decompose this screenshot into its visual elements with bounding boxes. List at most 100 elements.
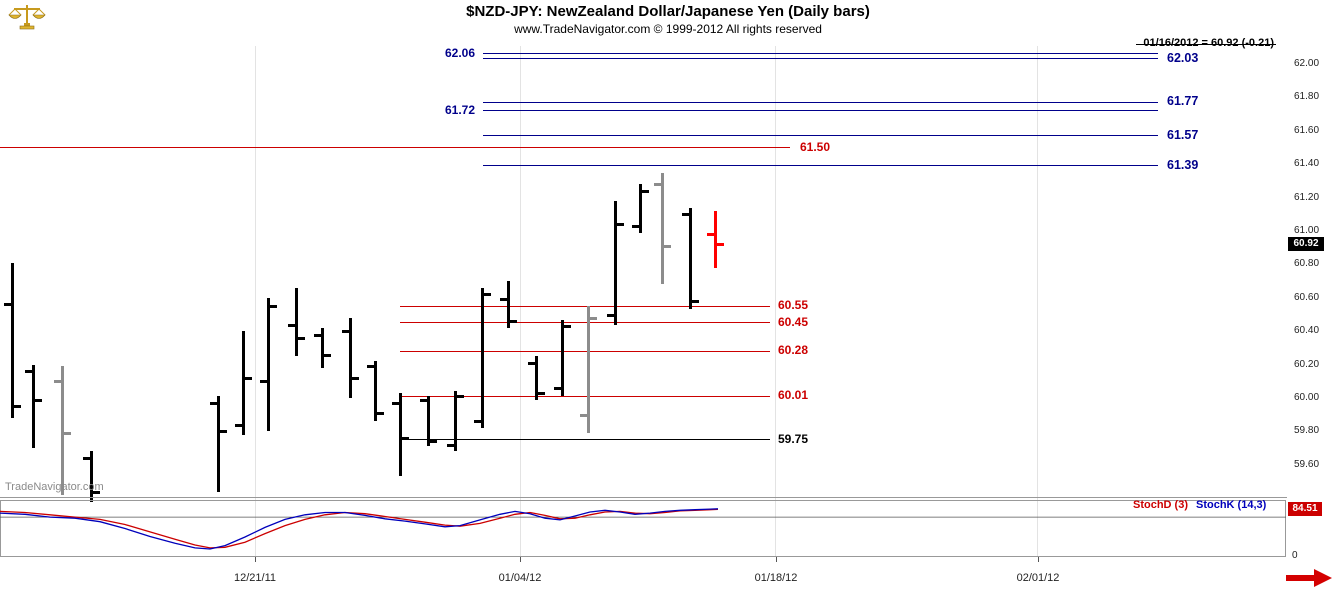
price-axis-label: 60.00 [1294, 392, 1320, 403]
close-tick [352, 376, 359, 380]
close-tick [717, 243, 724, 247]
open-tick [260, 380, 267, 384]
date-axis-tick [520, 557, 521, 562]
close-tick [35, 398, 42, 402]
level-line [0, 147, 790, 148]
level-line [400, 439, 770, 441]
ohlc-bar [32, 364, 35, 449]
level-line [483, 58, 1158, 60]
open-tick [420, 398, 427, 402]
close-tick [538, 391, 545, 395]
stochk-line [0, 508, 719, 550]
price-axis-label: 60.80 [1294, 258, 1320, 270]
open-tick [500, 298, 507, 302]
stochastic-zero-label: 0 [1292, 550, 1298, 561]
level-label: 61.57 [1167, 127, 1199, 142]
level-line [400, 395, 770, 397]
vertical-gridline [775, 46, 776, 557]
vertical-gridline [1037, 46, 1038, 557]
level-label: 61.72 [444, 102, 475, 117]
close-tick [642, 189, 649, 193]
current-price-badge: 60.92 [1288, 237, 1324, 252]
ohlc-bar [614, 200, 617, 325]
level-line [400, 322, 770, 324]
ohlc-bar [507, 281, 510, 328]
ohlc-bar [481, 287, 484, 429]
last-quote-readout: 01/16/2012 = 60.92 (-0.21) [1143, 37, 1274, 49]
ohlc-bar [90, 451, 93, 502]
close-tick [430, 440, 437, 444]
close-tick [270, 305, 277, 309]
tradenavigator-logo-icon [8, 5, 46, 30]
level-label: 60.01 [778, 388, 809, 403]
stochd-legend-label: StochD (3) [1133, 499, 1188, 511]
price-axis-label: 61.40 [1294, 158, 1320, 170]
close-tick [402, 437, 409, 441]
close-tick [324, 353, 331, 357]
open-tick [528, 361, 535, 365]
price-axis-label: 60.20 [1294, 358, 1320, 370]
scroll-forward-arrow-icon[interactable] [1284, 567, 1334, 589]
level-label: 61.50 [800, 139, 831, 154]
date-axis-label: 02/01/12 [1016, 572, 1060, 584]
ohlc-bar [427, 396, 430, 447]
date-axis-tick [255, 557, 256, 562]
ohlc-bar [217, 396, 220, 492]
close-tick [617, 223, 624, 227]
close-tick [245, 376, 252, 380]
stochastic-panel [0, 500, 1286, 557]
open-tick [367, 365, 374, 369]
price-axis-label: 61.80 [1294, 91, 1320, 103]
stochd-line [0, 508, 719, 549]
date-axis-tick [1038, 557, 1039, 562]
price-axis-label: 60.60 [1294, 291, 1320, 303]
open-tick [474, 420, 481, 424]
level-label: 62.06 [444, 45, 475, 60]
level-label: 60.55 [778, 298, 809, 313]
ohlc-bar [661, 172, 664, 285]
stochastic-plot [0, 508, 1286, 550]
date-axis-tick [776, 557, 777, 562]
close-tick [590, 316, 597, 320]
open-tick [580, 413, 587, 417]
watermark: TradeNavigator.com [5, 481, 104, 493]
level-label: 59.75 [778, 431, 809, 446]
level-label: 61.39 [1167, 157, 1199, 172]
open-tick [210, 402, 217, 405]
ohlc-bar [689, 207, 692, 310]
open-tick [682, 213, 689, 217]
quote-strike-line [1136, 44, 1276, 45]
vertical-gridline [520, 46, 521, 557]
open-tick [554, 386, 561, 390]
date-axis-label: 12/21/11 [233, 572, 276, 584]
open-tick [288, 323, 295, 327]
close-tick [564, 325, 571, 329]
close-tick [298, 336, 305, 340]
open-tick [4, 303, 11, 307]
ohlc-bar [561, 319, 564, 397]
ohlc-bar [267, 297, 270, 432]
price-axis-label: 61.20 [1294, 191, 1320, 203]
level-label: 60.28 [778, 343, 809, 358]
ohlc-bar [349, 317, 352, 398]
vertical-gridline [255, 46, 256, 557]
level-line [483, 110, 1158, 112]
price-axis-label: 61.60 [1294, 124, 1320, 136]
level-line [483, 53, 1158, 55]
ohlc-bar [535, 356, 538, 400]
open-tick [447, 443, 454, 447]
copyright-subtitle: www.TradeNavigator.com © 1999-2012 All r… [514, 22, 822, 36]
price-axis-label: 59.60 [1294, 458, 1320, 470]
date-axis-label: 01/18/12 [754, 572, 798, 584]
open-tick [342, 330, 349, 334]
ohlc-bar [295, 287, 298, 357]
level-line [483, 165, 1158, 167]
ohlc-bar [454, 391, 457, 452]
close-tick [14, 405, 21, 409]
open-tick [607, 313, 614, 317]
stochastic-value-badge: 84.51 [1288, 501, 1322, 516]
ohlc-bar [61, 366, 64, 495]
price-axis-label: 61.00 [1294, 225, 1320, 236]
